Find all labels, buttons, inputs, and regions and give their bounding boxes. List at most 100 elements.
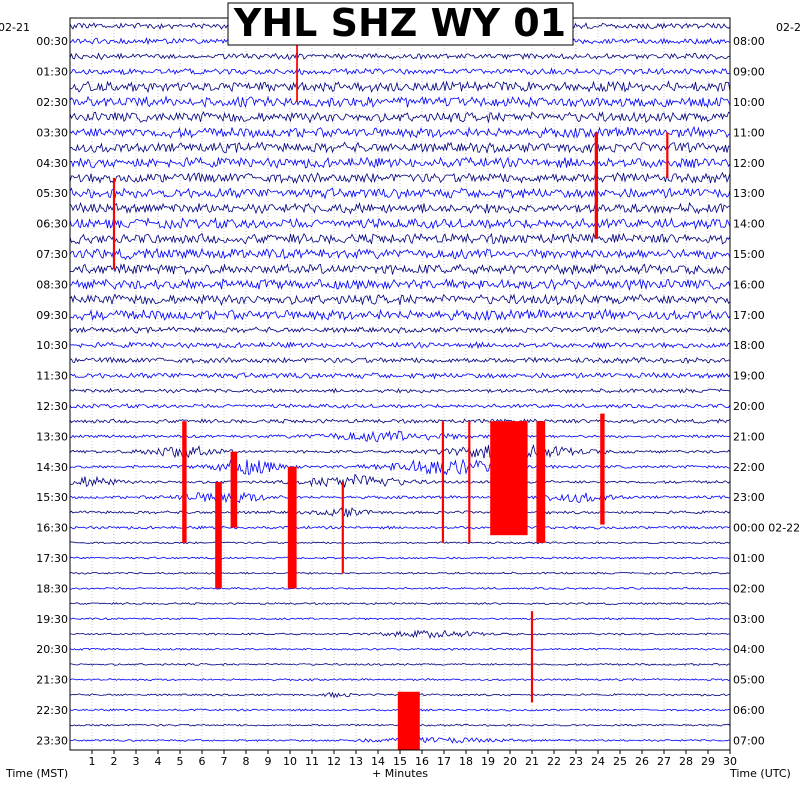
minutes-axis: 1 2 3 4 5 6 7 8 9 10 11 12 13 14 15 16 17 18 19 20 21 22 23 24 2… bbox=[89, 750, 737, 768]
right-time-tick-label: 04:00 bbox=[733, 643, 765, 656]
seismic-trace bbox=[69, 67, 731, 76]
left-time-tick-label: 20:30 bbox=[36, 643, 68, 656]
minute-tick-label: 19 bbox=[481, 755, 495, 768]
seismic-trace bbox=[69, 293, 731, 307]
clipped-event-bar bbox=[530, 611, 534, 703]
right-time-tick-label: 03:00 bbox=[733, 613, 765, 626]
minute-tick-label: 9 bbox=[265, 755, 272, 768]
minute-tick-label: 25 bbox=[613, 755, 627, 768]
seismic-trace bbox=[69, 326, 731, 335]
left-time-tick-label: 11:30 bbox=[36, 370, 68, 383]
seismic-trace bbox=[69, 430, 731, 443]
clipped-event-bar bbox=[600, 413, 605, 525]
clipped-event-bar bbox=[112, 178, 116, 270]
seismic-trace bbox=[69, 277, 731, 292]
seismic-trace bbox=[69, 95, 731, 109]
clipped-event-bar bbox=[287, 466, 297, 589]
seismic-trace bbox=[69, 201, 731, 215]
start-date-right: 02-21 bbox=[776, 21, 800, 34]
minute-tick-label: 15 bbox=[393, 755, 407, 768]
left-time-tick-label: 18:30 bbox=[36, 582, 68, 595]
seismic-trace bbox=[69, 617, 731, 621]
seismic-trace bbox=[69, 571, 731, 575]
seismic-trace bbox=[69, 80, 731, 94]
right-time-tick-label: 20:00 bbox=[733, 400, 765, 413]
minute-tick-label: 7 bbox=[221, 755, 228, 768]
minute-tick-label: 26 bbox=[635, 755, 649, 768]
left-time-tick-label: 21:30 bbox=[36, 674, 68, 687]
minute-tick-label: 11 bbox=[305, 755, 319, 768]
right-time-tick-label: 01:00 bbox=[733, 552, 765, 565]
seismic-trace bbox=[69, 473, 731, 488]
seismic-trace bbox=[69, 387, 731, 394]
seismic-trace bbox=[69, 156, 731, 170]
clipped-event-bar bbox=[536, 421, 546, 543]
left-time-tick-label: 00:30 bbox=[36, 35, 68, 48]
seismic-trace bbox=[69, 263, 731, 276]
trace-layer bbox=[69, 21, 731, 750]
right-time-tick-label: 11:00 bbox=[733, 126, 765, 139]
right-axis-label: Time (UTC) bbox=[729, 767, 791, 780]
left-time-tick-label: 15:30 bbox=[36, 491, 68, 504]
seismic-trace bbox=[69, 308, 731, 322]
left-time-tick-label: 06:30 bbox=[36, 218, 68, 231]
minute-tick-label: 17 bbox=[437, 755, 451, 768]
minute-tick-label: 3 bbox=[133, 755, 140, 768]
seismic-trace bbox=[69, 629, 731, 640]
minute-tick-label: 2 bbox=[111, 755, 118, 768]
seismic-trace bbox=[69, 418, 731, 424]
minute-tick-label: 29 bbox=[701, 755, 715, 768]
right-time-tick-label: 00:00 02-22 bbox=[733, 522, 800, 535]
seismic-trace bbox=[69, 141, 731, 154]
left-time-tick-label: 03:30 bbox=[36, 126, 68, 139]
left-time-tick-label: 16:30 bbox=[36, 522, 68, 535]
left-time-tick-label: 09:30 bbox=[36, 309, 68, 322]
minute-tick-label: 8 bbox=[243, 755, 250, 768]
right-time-tick-label: 19:00 bbox=[733, 370, 765, 383]
seismic-trace bbox=[69, 541, 731, 545]
clipped-event-bar bbox=[666, 132, 669, 178]
minute-tick-label: 6 bbox=[199, 755, 206, 768]
left-time-axis: 00:30 01:30 02:30 03:30 04:30 05:30 06:30 07:30… bbox=[36, 35, 68, 747]
minute-tick-label: 14 bbox=[371, 755, 385, 768]
right-time-tick-label: 22:00 bbox=[733, 461, 765, 474]
right-time-tick-label: 15:00 bbox=[733, 248, 765, 261]
clipped-event-bar bbox=[397, 691, 420, 750]
left-time-tick-label: 19:30 bbox=[36, 613, 68, 626]
clipped-event-bar bbox=[296, 41, 298, 102]
seismic-trace bbox=[69, 677, 731, 682]
seismic-trace bbox=[69, 187, 731, 200]
chart-title: YHL SHZ WY 01 bbox=[233, 1, 566, 45]
clipped-event-bar bbox=[182, 421, 187, 543]
right-time-tick-label: 14:00 bbox=[733, 218, 765, 231]
seismic-trace bbox=[69, 443, 731, 459]
minute-tick-label: 22 bbox=[547, 755, 561, 768]
clipped-event-bar bbox=[441, 421, 444, 543]
left-time-tick-label: 05:30 bbox=[36, 187, 68, 200]
right-time-tick-label: 02:00 bbox=[733, 582, 765, 595]
left-time-tick-label: 02:30 bbox=[36, 96, 68, 109]
left-time-tick-label: 17:30 bbox=[36, 552, 68, 565]
minute-tick-label: 4 bbox=[155, 755, 162, 768]
clipped-event-bar bbox=[230, 451, 238, 528]
minute-tick-label: 5 bbox=[177, 755, 184, 768]
seismic-trace bbox=[69, 372, 731, 380]
left-time-tick-label: 23:30 bbox=[36, 734, 68, 747]
left-time-tick-label: 22:30 bbox=[36, 704, 68, 717]
clipped-event-bar bbox=[594, 132, 598, 239]
right-time-tick-label: 05:00 bbox=[733, 674, 765, 687]
right-time-tick-label: 13:00 bbox=[733, 187, 765, 200]
left-axis-label: Time (MST) bbox=[5, 767, 68, 780]
minute-tick-label: 27 bbox=[657, 755, 671, 768]
right-time-tick-label: 06:00 bbox=[733, 704, 765, 717]
seismic-trace bbox=[69, 403, 731, 409]
seismic-trace bbox=[69, 507, 731, 518]
right-time-tick-label: 12:00 bbox=[733, 157, 765, 170]
minute-tick-label: 21 bbox=[525, 755, 539, 768]
seismic-trace bbox=[69, 491, 731, 504]
seismic-trace bbox=[69, 216, 731, 230]
title-box bbox=[227, 2, 574, 46]
seismic-trace bbox=[69, 586, 731, 590]
right-time-tick-label: 21:00 bbox=[733, 430, 765, 443]
